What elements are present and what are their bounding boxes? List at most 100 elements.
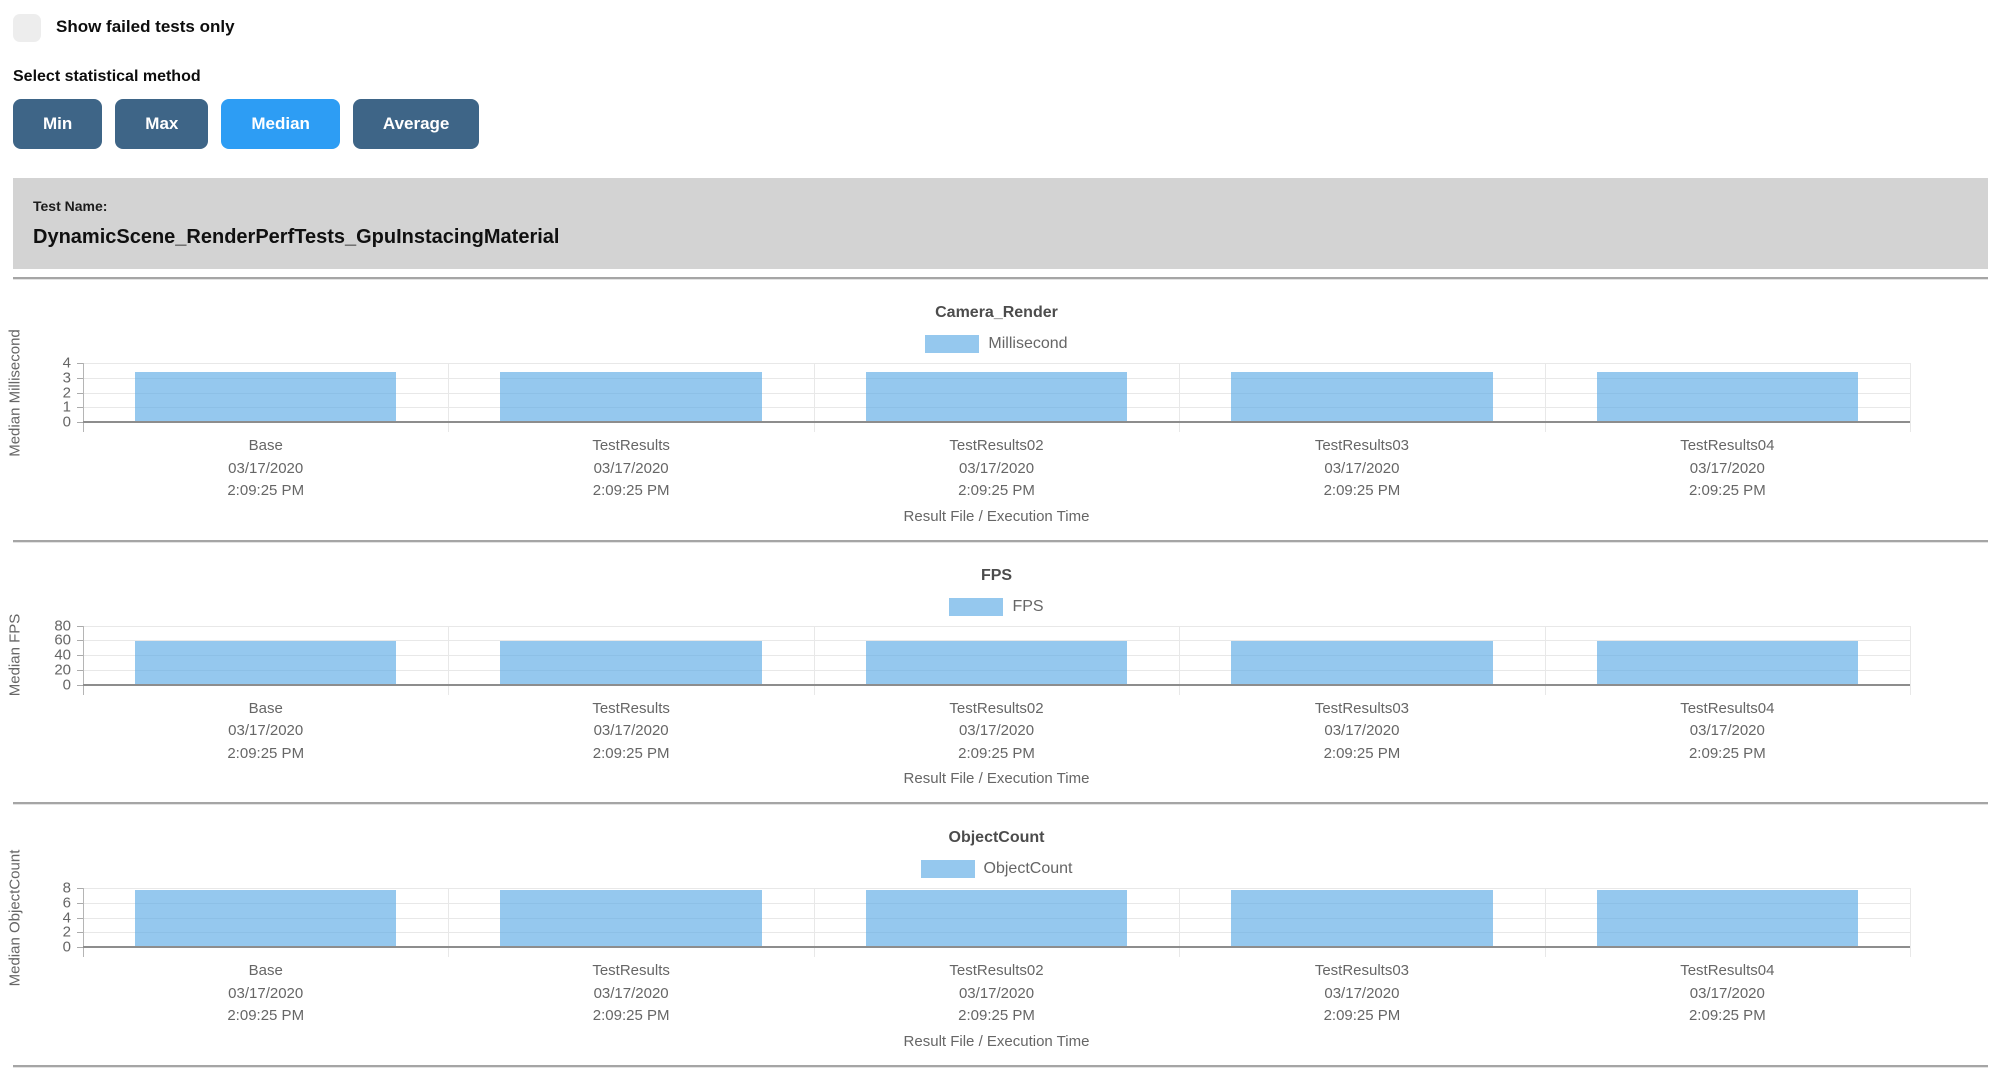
bar-TestResults04 [1596, 371, 1858, 422]
category-name: TestResults03 [1314, 437, 1410, 454]
separator [13, 277, 1988, 280]
y-tick-mark [77, 377, 83, 379]
category-name: TestResults [592, 962, 670, 979]
chart-title: Camera_Render [935, 304, 1058, 321]
x-axis-labels: Base 03/17/2020 2:09:25 PM TestResults 03/17… [83, 685, 1910, 766]
category-gridline [1544, 625, 1546, 695]
category-name: TestResults [592, 437, 670, 454]
bar-TestResults02 [865, 640, 1128, 685]
category-gridline [1910, 888, 1911, 957]
y-axis-line [83, 363, 84, 432]
y-axis-line [83, 888, 84, 957]
show-failed-checkbox[interactable] [13, 14, 41, 42]
category-date: 03/17/2020 [228, 722, 304, 739]
category-date: 03/17/2020 [1689, 459, 1765, 477]
y-tick-label: 0 [62, 676, 71, 693]
y-tick-label: 0 [62, 413, 71, 431]
y-tick-label: 60 [54, 631, 71, 649]
category-time: 2:09:25 PM [1688, 1007, 1766, 1024]
bar-TestResults02 [865, 890, 1128, 947]
x-category-label: Base 03/17/2020 2:09:25 PM [83, 698, 448, 766]
bar-Base [135, 890, 397, 947]
category-name: TestResults03 [1314, 962, 1410, 979]
category-name: TestResults02 [949, 437, 1044, 454]
y-tick-mark [77, 902, 83, 904]
y-tick-mark [77, 640, 83, 642]
y-tick-label: 40 [54, 646, 71, 664]
show-failed-label[interactable]: Show failed tests only [56, 17, 235, 36]
bar-TestResults03 [1231, 890, 1493, 947]
y-tick-mark [77, 655, 83, 656]
category-name: TestResults04 [1680, 962, 1775, 979]
x-category-label: TestResults 03/17/2020 2:09:25 PM [448, 698, 813, 766]
legend-swatch [949, 597, 1004, 616]
category-time: 2:09:25 PM [1323, 482, 1401, 499]
category-gridline [448, 888, 450, 957]
chart-section-Camera_Render: Camera_Render Millisecond Median Milliseco… [0, 280, 1999, 540]
category-date: 03/17/2020 [593, 459, 669, 477]
x-axis-labels: Base 03/17/2020 2:09:25 PM TestResults 03/17… [83, 947, 1910, 1028]
chart-title: ObjectCount [948, 829, 1045, 846]
bar-Base [135, 640, 397, 685]
y-tick-mark [77, 363, 83, 364]
category-gridline [1910, 625, 1911, 695]
x-category-label: TestResults03 03/17/2020 2:09:25 PM [1179, 435, 1544, 503]
y-tick-label: 1 [62, 398, 71, 416]
chart-section-ObjectCount: ObjectCount ObjectCount Median ObjectCount… [0, 805, 1999, 1065]
separator [13, 539, 1988, 543]
stat-button-median[interactable]: Median [221, 99, 340, 149]
x-category-label: TestResults04 03/17/2020 2:09:25 PM [1545, 960, 1910, 1028]
category-gridline [813, 888, 815, 957]
stat-button-average[interactable]: Average [352, 99, 480, 149]
gridline [83, 888, 1910, 889]
y-tick-label: 4 [62, 354, 71, 372]
x-category-label: TestResults03 03/17/2020 2:09:25 PM [1179, 960, 1544, 1028]
stat-button-row: Min Max Median Average [13, 99, 1999, 149]
gridline [83, 625, 1910, 627]
bar-TestResults02 [865, 371, 1128, 422]
category-time: 2:09:25 PM [227, 744, 305, 762]
x-category-label: Base 03/17/2020 2:09:25 PM [83, 435, 448, 503]
x-category-label: TestResults 03/17/2020 2:09:25 PM [448, 960, 813, 1028]
stat-button-max[interactable]: Max [115, 99, 209, 149]
legend-swatch [920, 860, 975, 878]
y-tick-label: 2 [62, 923, 71, 941]
x-category-label: TestResults03 03/17/2020 2:09:25 PM [1179, 698, 1544, 766]
x-category-label: TestResults04 03/17/2020 2:09:25 PM [1545, 435, 1910, 503]
x-axis-baseline [83, 683, 1910, 686]
category-name: Base [248, 437, 283, 454]
category-date: 03/17/2020 [228, 459, 304, 477]
y-tick-mark [77, 932, 83, 934]
category-name: TestResults04 [1680, 699, 1775, 717]
category-date: 03/17/2020 [1689, 984, 1765, 1002]
y-axis-line [83, 625, 84, 695]
y-tick-mark [77, 684, 83, 686]
category-time: 2:09:25 PM [1688, 744, 1766, 762]
test-name-label: Test Name: [33, 198, 108, 214]
show-failed-row: Show failed tests only [13, 14, 1999, 42]
bar-TestResults04 [1596, 890, 1858, 947]
category-name: TestResults [592, 699, 670, 717]
category-date: 03/17/2020 [1689, 722, 1765, 739]
legend-label: Millisecond [988, 335, 1068, 352]
category-time: 2:09:25 PM [592, 482, 670, 499]
category-time: 2:09:25 PM [1688, 482, 1766, 499]
separator [13, 802, 1988, 805]
category-date: 03/17/2020 [593, 722, 669, 739]
x-axis-baseline [83, 946, 1910, 948]
y-tick-mark [77, 422, 83, 423]
category-time: 2:09:25 PM [592, 744, 670, 762]
x-category-label: TestResults 03/17/2020 2:09:25 PM [448, 435, 813, 503]
category-gridline [813, 363, 815, 432]
y-tick-label: 6 [62, 894, 71, 912]
y-tick-label: 3 [62, 369, 71, 387]
category-time: 2:09:25 PM [1323, 744, 1401, 762]
stat-button-min[interactable]: Min [13, 99, 103, 149]
category-name: TestResults03 [1314, 699, 1410, 717]
y-tick-mark [77, 625, 83, 627]
category-gridline [448, 363, 450, 432]
category-time: 2:09:25 PM [958, 482, 1035, 499]
y-axis-title: Median ObjectCount [6, 849, 24, 986]
bar-TestResults [500, 890, 762, 947]
